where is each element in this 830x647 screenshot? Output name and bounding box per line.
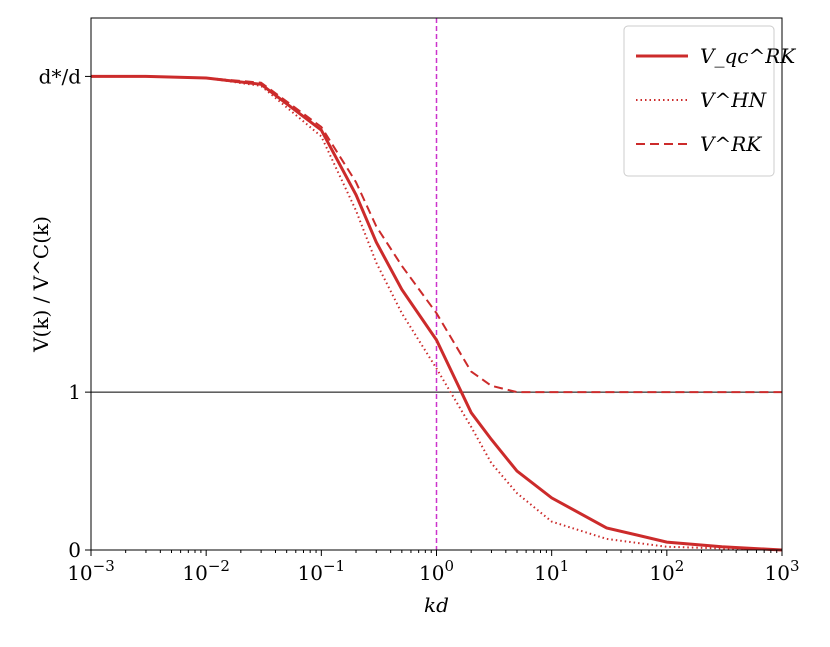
x-tick-label: 102 [649, 557, 684, 585]
series-line [91, 74, 783, 552]
x-tick-label: 101 [534, 557, 569, 585]
y-tick-label: 1 [68, 380, 81, 404]
x-tick-exp: −3 [93, 557, 115, 575]
legend-label: V^HN [700, 88, 768, 112]
x-tick-label: 103 [765, 557, 800, 585]
x-tick-exp: 3 [790, 557, 800, 575]
x-tick-label: 100 [419, 557, 454, 585]
legend-box [623, 25, 775, 177]
y-tick-label: 0 [68, 538, 81, 562]
x-tick-base: 10 [67, 561, 92, 585]
series-line [91, 75, 782, 394]
x-tick-exp: −1 [323, 557, 345, 575]
x-axis-label: kd [424, 593, 449, 617]
x-tick-base: 10 [534, 561, 559, 585]
y-tick-label: d*/d [39, 64, 82, 88]
x-tick-base: 10 [298, 561, 323, 585]
x-tick-exp: 1 [560, 557, 570, 575]
x-tick-base: 10 [182, 561, 207, 585]
x-tick-base: 10 [419, 561, 444, 585]
legend-label: V_qc^RK [700, 44, 796, 68]
y-axis-label: V(k) / V^C(k) [29, 216, 53, 353]
x-tick-label: 10−2 [182, 557, 230, 585]
x-tick-label: 10−1 [298, 557, 346, 585]
x-tick-base: 10 [765, 561, 790, 585]
legend-label: V^RK [700, 132, 762, 156]
series-line [91, 75, 783, 551]
x-tick-exp: −2 [208, 557, 230, 575]
x-tick-exp: 0 [444, 557, 454, 575]
x-tick-base: 10 [649, 561, 674, 585]
x-tick-exp: 2 [675, 557, 685, 575]
x-tick-label: 10−3 [67, 557, 115, 585]
